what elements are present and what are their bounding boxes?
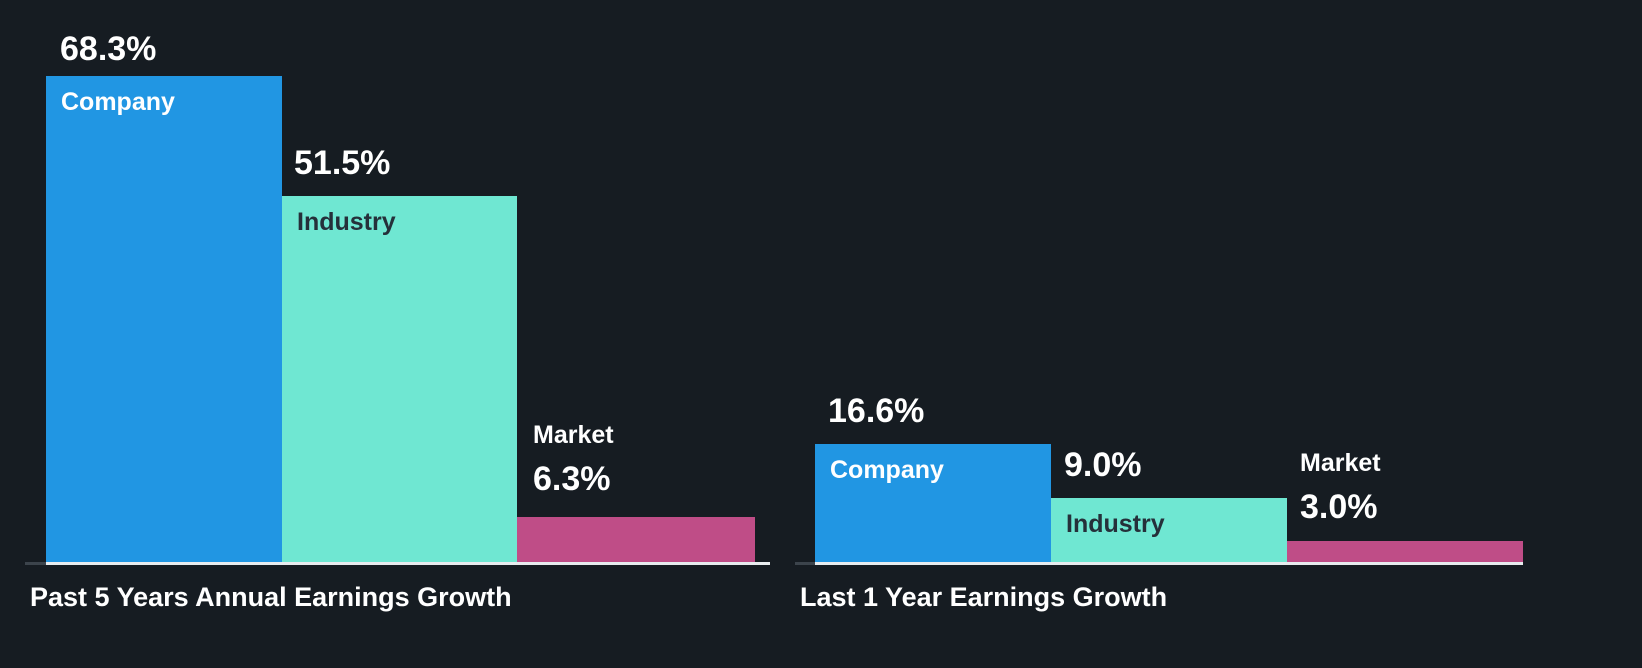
axis-line — [46, 562, 770, 565]
bar-label-company: Company — [830, 456, 944, 484]
chart-panel-last-1-year: Company 16.6% Industry 9.0% Market 3.0% … — [790, 0, 1642, 668]
bar-market[interactable] — [1287, 541, 1523, 562]
bar-label-market: Market — [1300, 449, 1381, 477]
bar-label-industry: Industry — [297, 208, 396, 236]
chart-panel-past-5-years: Company 68.3% Industry 51.5% Market 6.3%… — [0, 0, 790, 668]
bar-label-company: Company — [61, 88, 175, 116]
bar-industry[interactable]: Industry — [1051, 498, 1287, 562]
outside-label-market: Market 3.0% — [1300, 449, 1381, 526]
value-label-company: 16.6% — [828, 392, 925, 430]
axis-stub — [795, 562, 815, 565]
panel-caption: Last 1 Year Earnings Growth — [800, 582, 1168, 612]
bar-company[interactable]: Company — [46, 76, 282, 562]
axis-line — [815, 562, 1523, 565]
panel-caption: Past 5 Years Annual Earnings Growth — [30, 582, 512, 612]
bar-label-industry: Industry — [1066, 510, 1165, 538]
value-label-company: 68.3% — [60, 30, 157, 68]
plot-area: Company 16.6% Industry 9.0% Market 3.0% — [790, 0, 1642, 565]
axis-stub — [25, 562, 46, 565]
plot-area: Company 68.3% Industry 51.5% Market 6.3% — [0, 0, 790, 565]
outside-label-market: Market 6.3% — [533, 421, 614, 498]
bar-label-market: Market — [533, 421, 614, 449]
bar-company[interactable]: Company — [815, 444, 1051, 562]
value-label-industry: 51.5% — [294, 144, 391, 182]
bar-market[interactable] — [517, 517, 755, 562]
value-label-market: 6.3% — [533, 460, 611, 498]
bar-industry[interactable]: Industry — [282, 196, 517, 562]
value-label-market: 3.0% — [1300, 488, 1378, 526]
value-label-industry: 9.0% — [1064, 446, 1142, 484]
